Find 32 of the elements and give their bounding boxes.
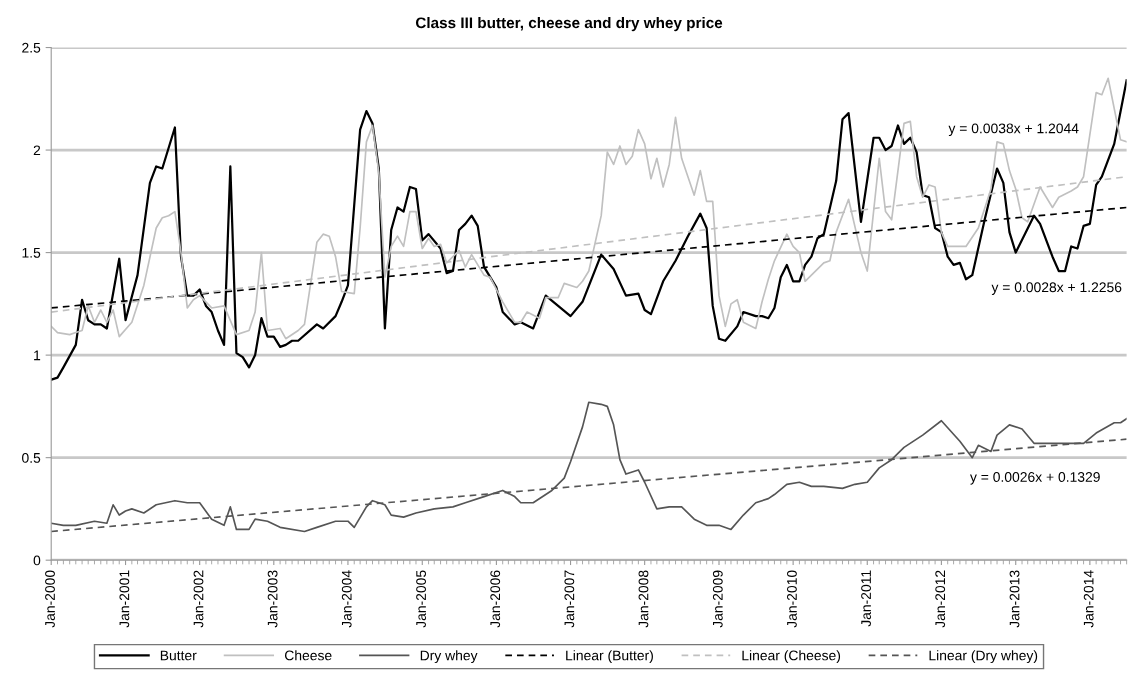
annotation: y = 0.0026x + 0.1329	[970, 472, 1100, 485]
y-tick-label: 1.5	[22, 248, 41, 258]
y-tick-label: 2	[33, 145, 41, 156]
x-tick-label: Jan-2001	[119, 570, 130, 628]
y-tick-label: 2.5	[22, 42, 41, 53]
x-tick-label: Jan-2012	[935, 570, 946, 628]
line-series	[51, 401, 1127, 533]
legend-label: Butter	[160, 650, 197, 661]
x-tick-label: Jan-2014	[1083, 570, 1094, 628]
x-tick-label: Jan-2005	[416, 570, 426, 628]
y-tick-label: 1	[34, 350, 41, 361]
annotation: y = 0.0028x + 1.2256	[991, 282, 1122, 295]
x-tick-label: Jan-2009	[712, 570, 723, 628]
x-tick-label: Jan-2008	[638, 570, 649, 628]
legend-label: Linear (Dry whey)	[929, 650, 1038, 664]
x-tick-label: Jan-2011	[861, 570, 871, 627]
x-tick-label: Jan-2003	[267, 570, 278, 628]
x-tick-label: Jan-2007	[564, 570, 575, 628]
legend-label: Linear (Butter)	[566, 650, 653, 664]
x-tick-label: Jan-2000	[45, 570, 55, 628]
annotation: y = 0.0038x + 1.2044	[948, 123, 1079, 137]
legend-label: Cheese	[285, 650, 332, 661]
y-tick-label: 0	[33, 555, 41, 566]
x-tick-label: Jan-2010	[787, 570, 797, 628]
x-tick-label: Jan-2006	[490, 570, 501, 628]
legend-label: Dry whey	[420, 650, 478, 664]
legend-label: Linear (Cheese)	[742, 650, 841, 664]
x-tick-label: Jan-2002	[193, 570, 204, 628]
chart-title: Class III butter, cheese and dry whey price	[415, 16, 723, 32]
x-tick-label: Jan-2013	[1009, 570, 1020, 628]
x-tick-label: Jan-2004	[341, 570, 352, 628]
y-tick-label: 0.5	[22, 452, 41, 463]
